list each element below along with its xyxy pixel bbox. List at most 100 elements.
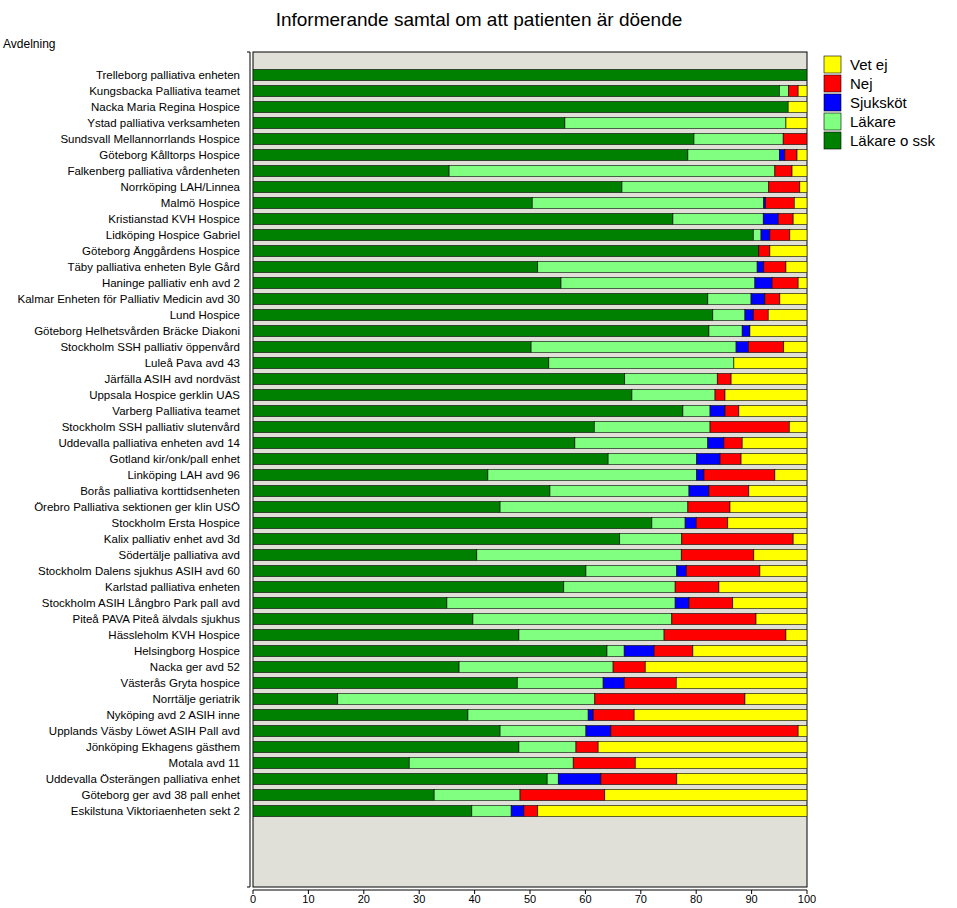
x-tick-label: 40 bbox=[468, 893, 480, 905]
bar-segment bbox=[549, 358, 734, 369]
bar-segment bbox=[755, 278, 772, 289]
bar-segment bbox=[601, 774, 677, 785]
category-label: Södertälje palliativa avd bbox=[119, 549, 240, 561]
bar-segment bbox=[807, 70, 808, 81]
bar-segment bbox=[253, 630, 519, 641]
bar-segment bbox=[588, 710, 593, 721]
bar-segment bbox=[447, 598, 675, 609]
bar-segment bbox=[253, 102, 788, 113]
category-label: Upplands Väsby Löwet ASIH Pall avd bbox=[49, 725, 240, 737]
category-label: Haninge palliativ enh avd 2 bbox=[102, 277, 240, 289]
bar-segment bbox=[794, 198, 807, 209]
category-label: Göteborg Änggårdens Hospice bbox=[82, 245, 240, 257]
bar-segment bbox=[793, 534, 807, 545]
bar-segment bbox=[635, 758, 807, 769]
bar-segment bbox=[253, 726, 500, 737]
bar-segment bbox=[677, 566, 686, 577]
bar-segment bbox=[681, 550, 754, 561]
bar-segment bbox=[745, 310, 753, 321]
category-label: Varberg Palliativa teamet bbox=[112, 405, 240, 417]
bar-segment bbox=[769, 182, 800, 193]
bar-segment bbox=[675, 598, 689, 609]
x-tick-label: 60 bbox=[579, 893, 591, 905]
bar-segment bbox=[664, 630, 786, 641]
bar-segment bbox=[253, 374, 625, 385]
bar-segment bbox=[253, 326, 709, 337]
bar-segment bbox=[763, 214, 778, 225]
category-label: Norrtälje geriatrik bbox=[152, 693, 240, 705]
bar-segment bbox=[765, 198, 794, 209]
bar-segment bbox=[686, 566, 760, 577]
bar-segment bbox=[253, 422, 594, 433]
bar-segment bbox=[789, 86, 798, 97]
bar-segment bbox=[253, 758, 409, 769]
category-label: Borås palliativa korttidsenheten bbox=[80, 485, 240, 497]
bar-segment bbox=[733, 598, 807, 609]
bar-segment bbox=[558, 774, 601, 785]
bar-segment bbox=[688, 502, 730, 513]
category-label: Helsingborg Hospice bbox=[134, 645, 240, 657]
category-label: Stockholm SSH palliativ slutenvård bbox=[62, 421, 240, 433]
bar-segment bbox=[520, 790, 605, 801]
bar-segment bbox=[677, 774, 807, 785]
bar-segment bbox=[728, 518, 807, 529]
bar-segment bbox=[253, 710, 468, 721]
y-axis-end bbox=[247, 52, 250, 53]
bar-segment bbox=[709, 326, 742, 337]
category-label: Stockholm Dalens sjukhus ASIH avd 60 bbox=[38, 565, 240, 577]
x-tick-label: 50 bbox=[524, 893, 536, 905]
category-label: Motala avd 11 bbox=[169, 757, 240, 769]
bar-segment bbox=[704, 470, 775, 481]
bar-segment bbox=[253, 518, 652, 529]
legend-label: Läkare o ssk bbox=[850, 132, 936, 149]
bar-segment bbox=[253, 550, 477, 561]
bar-segment bbox=[689, 598, 733, 609]
bar-segment bbox=[753, 230, 761, 241]
category-label: Jönköping Ekhagens gästhem bbox=[86, 741, 240, 753]
bar-segment bbox=[775, 166, 792, 177]
bar-segment bbox=[561, 278, 755, 289]
bar-segment bbox=[720, 454, 741, 465]
bar-segment bbox=[654, 646, 693, 657]
bar-segment bbox=[477, 550, 681, 561]
bar-segment bbox=[742, 438, 807, 449]
bar-segment bbox=[594, 422, 710, 433]
x-tick-label: 90 bbox=[745, 893, 757, 905]
bar-segment bbox=[253, 454, 608, 465]
bar-segment bbox=[770, 246, 807, 257]
bar-segment bbox=[253, 86, 779, 97]
x-tick-label: 20 bbox=[358, 893, 370, 905]
bar-segment bbox=[775, 470, 807, 481]
bar-segment bbox=[595, 694, 745, 705]
x-tick-label: 0 bbox=[250, 893, 256, 905]
bar-segment bbox=[710, 406, 725, 417]
bar-segment bbox=[731, 374, 807, 385]
bar-segment bbox=[519, 630, 664, 641]
bar-segment bbox=[798, 726, 807, 737]
bar-segment bbox=[449, 166, 775, 177]
category-label: Kungsbacka Palliativa teamet bbox=[89, 85, 241, 97]
bar-segment bbox=[783, 134, 807, 145]
bar-segment bbox=[696, 518, 728, 529]
bar-segment bbox=[253, 502, 500, 513]
bar-segment bbox=[742, 326, 750, 337]
category-label: Trelleborg palliativa enheten bbox=[96, 69, 240, 81]
bar-segment bbox=[786, 630, 807, 641]
category-label: Uppsala Hospice gerklin UAS bbox=[89, 389, 240, 401]
category-label: Linköping LAH avd 96 bbox=[127, 469, 240, 481]
bar-segment bbox=[725, 406, 739, 417]
bar-segment bbox=[434, 790, 520, 801]
bar-segment bbox=[253, 358, 549, 369]
bar-segment bbox=[807, 134, 808, 145]
category-label: Kalix palliativ enhet avd 3d bbox=[104, 533, 240, 545]
bar-segment bbox=[792, 166, 807, 177]
bar-segment bbox=[778, 214, 793, 225]
bar-segment bbox=[253, 534, 620, 545]
bar-segment bbox=[765, 294, 780, 305]
bar-segment bbox=[713, 310, 745, 321]
bar-segment bbox=[709, 486, 749, 497]
category-label: Norrköping LAH/Linnea bbox=[120, 181, 240, 193]
bar-segment bbox=[807, 70, 808, 81]
bar-segment bbox=[511, 806, 524, 817]
category-label: Piteå PAVA Piteå älvdals sjukhus bbox=[73, 613, 241, 625]
